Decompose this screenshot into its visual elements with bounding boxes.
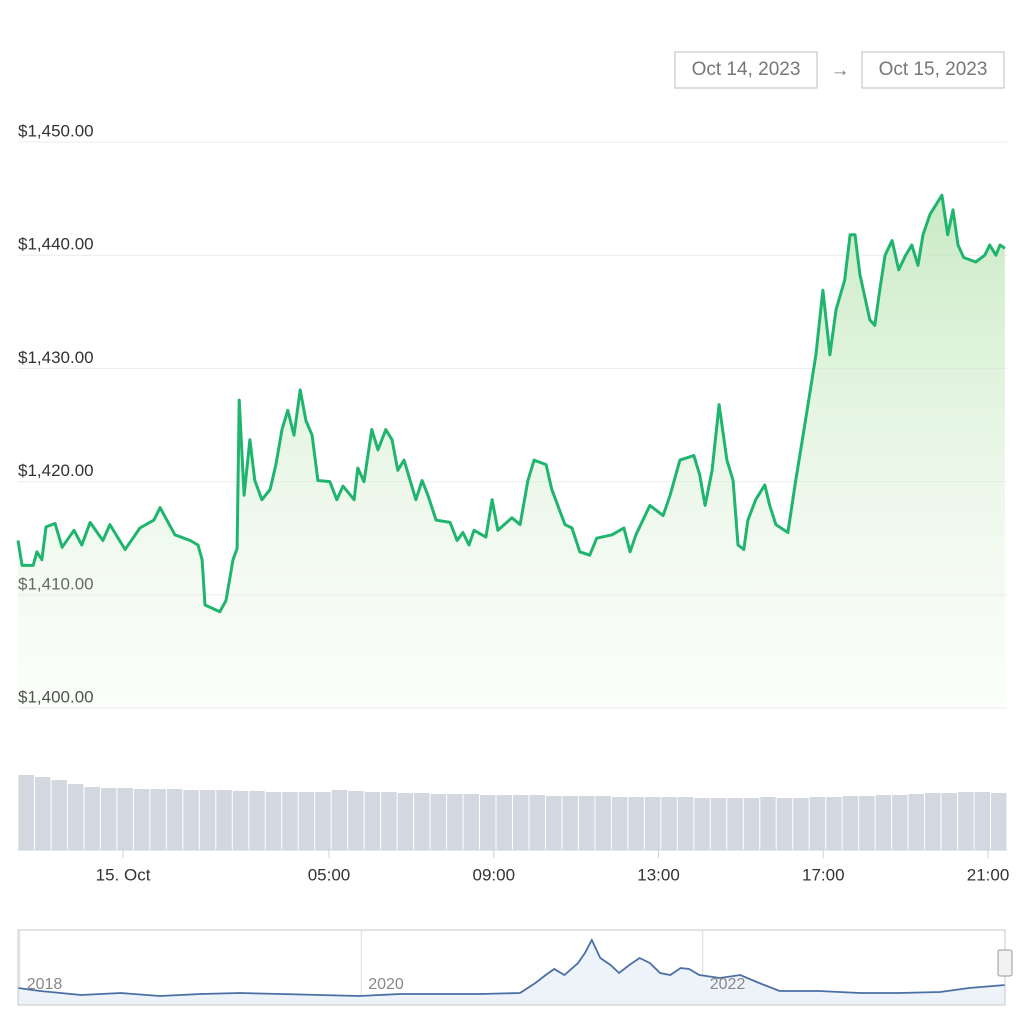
price-area [18, 195, 1005, 708]
volume-bar [710, 798, 727, 850]
x-tick-label: 21:00 [967, 865, 1010, 884]
x-tick-label: 15. Oct [96, 865, 151, 884]
volume-bar [859, 796, 875, 850]
volume-bar [298, 792, 315, 850]
volume-bar [463, 794, 480, 850]
volume-bar [265, 792, 282, 850]
volume-bar [282, 792, 298, 850]
volume-bar [743, 798, 760, 850]
volume-bar [793, 798, 809, 850]
volume-bar [133, 789, 150, 850]
volume-bar [760, 797, 776, 850]
navigator-label: 2020 [368, 976, 404, 993]
x-tick-label: 09:00 [472, 865, 515, 884]
volume-bar [941, 793, 958, 850]
volume-bar [727, 798, 743, 850]
volume-bar [51, 780, 67, 850]
volume-bar [958, 792, 974, 850]
y-tick-label: $1,450.00 [18, 121, 94, 140]
volume-bar [974, 792, 991, 850]
volume-bar [513, 795, 529, 850]
volume-bar [628, 797, 644, 850]
volume-bar [578, 796, 595, 850]
volume-bar [644, 797, 661, 850]
x-tick-label: 13:00 [637, 865, 680, 884]
volume-bar [809, 797, 826, 850]
x-tick-label: 05:00 [308, 865, 351, 884]
date-to[interactable]: Oct 15, 2023 [879, 59, 988, 80]
volume-bar [232, 791, 249, 850]
date-to-box[interactable] [861, 51, 1005, 89]
navigator-label: 2022 [710, 976, 746, 993]
volume-bar [166, 789, 183, 850]
volume-bar [480, 795, 496, 850]
volume-bar [117, 788, 133, 850]
volume-bar [315, 792, 331, 850]
volume-bar [842, 796, 859, 850]
volume-bar [611, 797, 628, 850]
volume-bar [661, 797, 677, 850]
volume-bar [677, 797, 694, 850]
x-tick-label: 17:00 [802, 865, 845, 884]
volume-bar [397, 793, 414, 850]
volume-bar [430, 794, 447, 850]
volume-bar [216, 790, 232, 850]
volume-bar [776, 798, 793, 850]
volume-bar [496, 795, 512, 850]
volume-bar [364, 792, 381, 850]
volume-bar [892, 795, 908, 850]
volume-bar [348, 791, 364, 850]
volume-bar [150, 789, 166, 850]
volume-bar [694, 798, 710, 850]
navigator-label: 2018 [27, 976, 63, 993]
volume-bar [447, 794, 463, 850]
navigator-line [17, 937, 1006, 997]
y-tick-label: $1,420.00 [18, 461, 94, 480]
volume-bar [331, 790, 348, 850]
volume-bar [545, 796, 562, 850]
volume-bar [100, 788, 117, 850]
volume-bar [183, 790, 199, 850]
y-tick-label: $1,440.00 [18, 235, 94, 254]
volume-bar [199, 790, 216, 850]
volume-bar [595, 796, 611, 850]
date-from-box[interactable] [674, 51, 818, 89]
volume-bar [529, 795, 545, 850]
volume-bar [826, 797, 842, 850]
price-line [16, 193, 1006, 614]
volume-bar [34, 777, 51, 850]
date-from[interactable]: Oct 14, 2023 [692, 59, 801, 80]
volume-bar [908, 794, 925, 850]
volume-bar [991, 793, 1007, 850]
volume-bar [249, 791, 265, 850]
volume-bar [18, 775, 34, 850]
y-tick-label: $1,430.00 [18, 348, 94, 367]
date-arrow: → [831, 60, 850, 81]
volume-bar [562, 796, 578, 850]
volume-bar [875, 795, 892, 850]
volume-bar [381, 792, 397, 850]
navigator-area [18, 940, 1005, 1005]
volume-bar [67, 784, 84, 850]
volume-bar [925, 793, 941, 850]
navigator-handle[interactable] [997, 949, 1013, 977]
volume-bar [414, 793, 430, 850]
volume-bar [84, 787, 100, 850]
